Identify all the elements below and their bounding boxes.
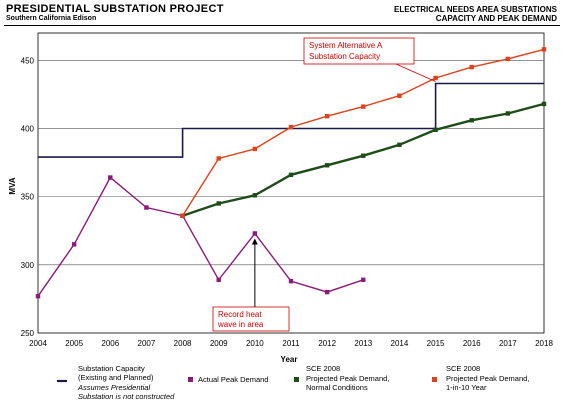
y-tick-400: 400: [21, 124, 35, 133]
x-tick-2011: 2011: [282, 339, 300, 348]
point-actual-2004: [35, 293, 41, 299]
legend-normal-label: Projected Peak Demand,: [306, 374, 389, 383]
y-axis-label: MVA: [8, 177, 17, 194]
point-tenyear-2012: [324, 113, 330, 119]
point-actual-2010: [252, 231, 258, 236]
x-tick-2014: 2014: [391, 339, 409, 348]
legend-actual-swatch: [188, 377, 193, 382]
x-tick-2010: 2010: [246, 339, 264, 348]
point-normal-2018: [541, 101, 547, 107]
point-tenyear-2013: [361, 104, 366, 109]
series-line-actual: [37, 176, 364, 297]
legend-capacity-label-2: (Existing and Planned): [78, 373, 154, 382]
x-axis-label: Year: [281, 355, 298, 364]
grid-lines: [38, 59, 544, 266]
header-divider: [4, 25, 560, 26]
point-tenyear-2010: [252, 146, 258, 152]
point-actual-2009: [216, 277, 221, 283]
chart-title-line-2: CAPACITY AND PEAK DEMAND: [435, 14, 557, 23]
point-tenyear-2011: [288, 124, 294, 130]
point-actual-2007: [144, 205, 149, 210]
legend-tenyear-label: Projected Peak Demand,: [446, 374, 529, 383]
point-tenyear-2016: [469, 64, 474, 70]
annotation-layer: System Alternative A Substation Capacity…: [212, 37, 436, 332]
y-tick-300: 300: [21, 261, 35, 270]
point-normal-2013: [361, 153, 366, 158]
legend-capacity-note: Assumes Presidential: [77, 383, 150, 392]
legend-tenyear-swatch: [432, 377, 437, 382]
legend-normal-prefix: SCE 2008: [306, 364, 340, 373]
point-tenyear-2009: [216, 156, 221, 161]
point-normal-2011: [288, 172, 294, 178]
x-tick-2015: 2015: [427, 339, 445, 348]
point-actual-2005: [71, 242, 77, 247]
point-normal-2009: [216, 201, 221, 206]
point-tenyear-2017: [505, 56, 511, 62]
point-actual-2011: [288, 278, 294, 284]
point-normal-2016: [469, 118, 474, 123]
x-tick-2008: 2008: [174, 339, 192, 348]
point-actual-2013: [361, 277, 366, 283]
legend-normal-swatch: [294, 377, 299, 382]
series-line-capacity: [38, 82, 544, 158]
point-normal-2012: [324, 163, 330, 168]
annotation-box-heat: [212, 306, 290, 332]
x-tick-2017: 2017: [499, 339, 517, 348]
point-normal-2010: [252, 193, 258, 198]
annotation-sysalt-line-2: Substation Capacity: [309, 52, 380, 61]
annotation-heat-line-2: wave in area: [217, 320, 264, 329]
point-actual-2006: [108, 175, 113, 180]
x-tick-2013: 2013: [354, 339, 372, 348]
x-tick-2005: 2005: [65, 339, 83, 348]
point-tenyear-2014: [397, 93, 402, 98]
legend-normal-label-2: Normal Conditions: [306, 383, 368, 392]
page-title: PRESIDENTIAL SUBSTATION PROJECT: [6, 3, 224, 15]
x-tick-2016: 2016: [463, 339, 481, 348]
y-tick-450: 450: [21, 56, 35, 65]
series-layer: [35, 47, 547, 299]
x-tick-2007: 2007: [138, 339, 156, 348]
annotation-heat-arrowhead: [251, 238, 258, 245]
y-tick-350: 350: [21, 193, 35, 202]
annotation-box-sysalt: [303, 37, 415, 65]
x-tick-2012: 2012: [318, 339, 336, 348]
legend: Substation Capacity (Existing and Planne…: [57, 364, 529, 401]
x-tick-2006: 2006: [101, 339, 119, 348]
annotation-heat-line-1: Record heat: [218, 310, 262, 319]
x-tick-labels: 2004 2005 2006 2007 2008 2009 2010 2011 2012 2013…: [29, 339, 553, 348]
x-tick-2009: 2009: [210, 339, 228, 348]
point-normal-2015: [433, 127, 438, 133]
legend-tenyear-prefix: SCE 2008: [446, 364, 480, 373]
chart-title-line-1: ELECTRICAL NEEDS AREA SUBSTATIONS: [394, 5, 557, 14]
y-tick-labels: 250 300 350 400 450: [21, 56, 35, 338]
point-actual-2012: [324, 289, 330, 295]
y-tick-250: 250: [21, 329, 35, 338]
x-tick-2018: 2018: [535, 339, 553, 348]
point-normal-2014: [397, 142, 402, 148]
series-line-normal: [182, 102, 545, 217]
legend-tenyear-label-2: 1-in-10 Year: [446, 383, 487, 392]
series-line-tenyear: [182, 48, 545, 217]
annotation-sysalt-line-1: System Alternative A: [309, 41, 383, 50]
plot-frame: [37, 32, 545, 334]
page-subtitle: Southern California Edison: [6, 15, 97, 22]
x-tick-2004: 2004: [29, 339, 47, 348]
point-tenyear-2008: [180, 213, 185, 218]
point-normal-2017: [505, 111, 511, 116]
legend-capacity-note-2: Substation is not constructed: [78, 392, 175, 401]
point-tenyear-2015: [433, 75, 438, 81]
legend-actual-label: Actual Peak Demand: [198, 375, 268, 384]
point-tenyear-2018: [541, 47, 547, 52]
annotation-sysalt-arrow: [395, 63, 436, 82]
legend-capacity-label: Substation Capacity: [78, 364, 145, 373]
